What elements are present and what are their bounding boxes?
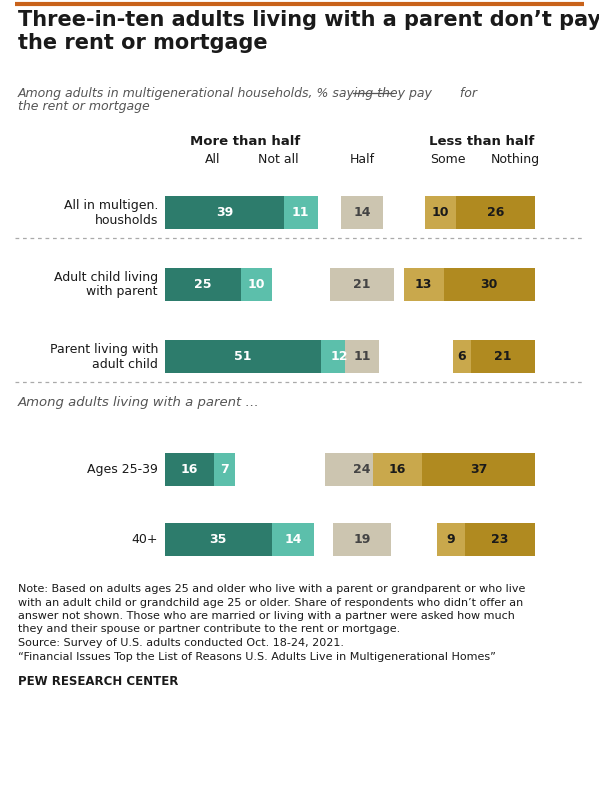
Text: 26: 26 — [486, 206, 504, 219]
Text: 19: 19 — [353, 533, 371, 546]
Text: 11: 11 — [353, 350, 371, 363]
Bar — [453, 340, 471, 373]
Text: Adult child living
with parent: Adult child living with parent — [54, 271, 158, 299]
Text: PEW RESEARCH CENTER: PEW RESEARCH CENTER — [18, 675, 179, 688]
Text: 14: 14 — [285, 533, 302, 546]
Bar — [425, 196, 456, 229]
Text: 21: 21 — [353, 278, 371, 291]
Text: 13: 13 — [415, 278, 432, 291]
Bar — [437, 523, 465, 556]
Text: Some: Some — [430, 153, 466, 166]
Text: Note: Based on adults ages 25 and older who live with a parent or grandparent or: Note: Based on adults ages 25 and older … — [18, 584, 525, 594]
Text: Parent living with
adult child: Parent living with adult child — [50, 342, 158, 371]
Text: All in multigen.
housholds: All in multigen. housholds — [63, 199, 158, 227]
Bar — [345, 340, 379, 373]
Text: 37: 37 — [470, 463, 487, 476]
Text: 30: 30 — [480, 278, 498, 291]
Text: 40+: 40+ — [132, 533, 158, 546]
Text: More than half: More than half — [190, 135, 301, 148]
Bar — [165, 196, 284, 229]
Text: All: All — [205, 153, 221, 166]
Bar — [320, 340, 357, 373]
Bar — [471, 340, 535, 373]
Text: the rent or mortgage: the rent or mortgage — [18, 100, 150, 113]
Bar — [443, 268, 535, 301]
Text: with an adult child or grandchild age 25 or older. Share of respondents who didn: with an adult child or grandchild age 25… — [18, 597, 524, 607]
Text: 16: 16 — [181, 463, 198, 476]
Text: Among adults living with a parent …: Among adults living with a parent … — [18, 396, 260, 409]
Bar — [373, 453, 422, 486]
Bar — [422, 453, 535, 486]
Text: 24: 24 — [353, 463, 371, 476]
Text: Source: Survey of U.S. adults conducted Oct. 18-24, 2021.: Source: Survey of U.S. adults conducted … — [18, 638, 344, 648]
Text: Not all: Not all — [258, 153, 298, 166]
Bar — [165, 268, 241, 301]
Text: 21: 21 — [494, 350, 512, 363]
Text: 35: 35 — [210, 533, 227, 546]
Text: 51: 51 — [234, 350, 252, 363]
Text: answer not shown. Those who are married or living with a partner were asked how : answer not shown. Those who are married … — [18, 611, 515, 621]
Bar — [341, 196, 383, 229]
Text: 39: 39 — [216, 206, 233, 219]
Bar — [325, 453, 398, 486]
Bar — [404, 268, 443, 301]
Text: Three-in-ten adults living with a parent don’t pay any of
the rent or mortgage: Three-in-ten adults living with a parent… — [18, 10, 599, 53]
Text: 10: 10 — [432, 206, 449, 219]
Bar — [272, 523, 314, 556]
Bar — [456, 196, 535, 229]
Text: Ages 25-39: Ages 25-39 — [87, 463, 158, 476]
Text: “Financial Issues Top the List of Reasons U.S. Adults Live in Multigenerational : “Financial Issues Top the List of Reason… — [18, 652, 496, 661]
Text: 12: 12 — [330, 350, 347, 363]
Bar — [330, 268, 394, 301]
Text: 11: 11 — [292, 206, 310, 219]
Bar — [465, 523, 535, 556]
Text: Less than half: Less than half — [429, 135, 534, 148]
Text: 7: 7 — [220, 463, 229, 476]
Text: Half: Half — [349, 153, 374, 166]
Text: 6: 6 — [458, 350, 466, 363]
Bar — [333, 523, 391, 556]
Text: 16: 16 — [389, 463, 407, 476]
Text: they and their spouse or partner contribute to the rent or mortgage.: they and their spouse or partner contrib… — [18, 625, 400, 634]
Text: 25: 25 — [194, 278, 212, 291]
Text: 14: 14 — [353, 206, 371, 219]
Text: 9: 9 — [447, 533, 455, 546]
Bar — [165, 453, 214, 486]
Bar — [214, 453, 235, 486]
Text: Among adults in multigenerational households, % saying they pay       for: Among adults in multigenerational househ… — [18, 87, 478, 100]
Bar — [165, 340, 320, 373]
Bar — [241, 268, 272, 301]
Text: Nothing: Nothing — [491, 153, 540, 166]
Text: 10: 10 — [248, 278, 265, 291]
Bar — [284, 196, 317, 229]
Bar — [165, 523, 272, 556]
Text: 23: 23 — [491, 533, 509, 546]
